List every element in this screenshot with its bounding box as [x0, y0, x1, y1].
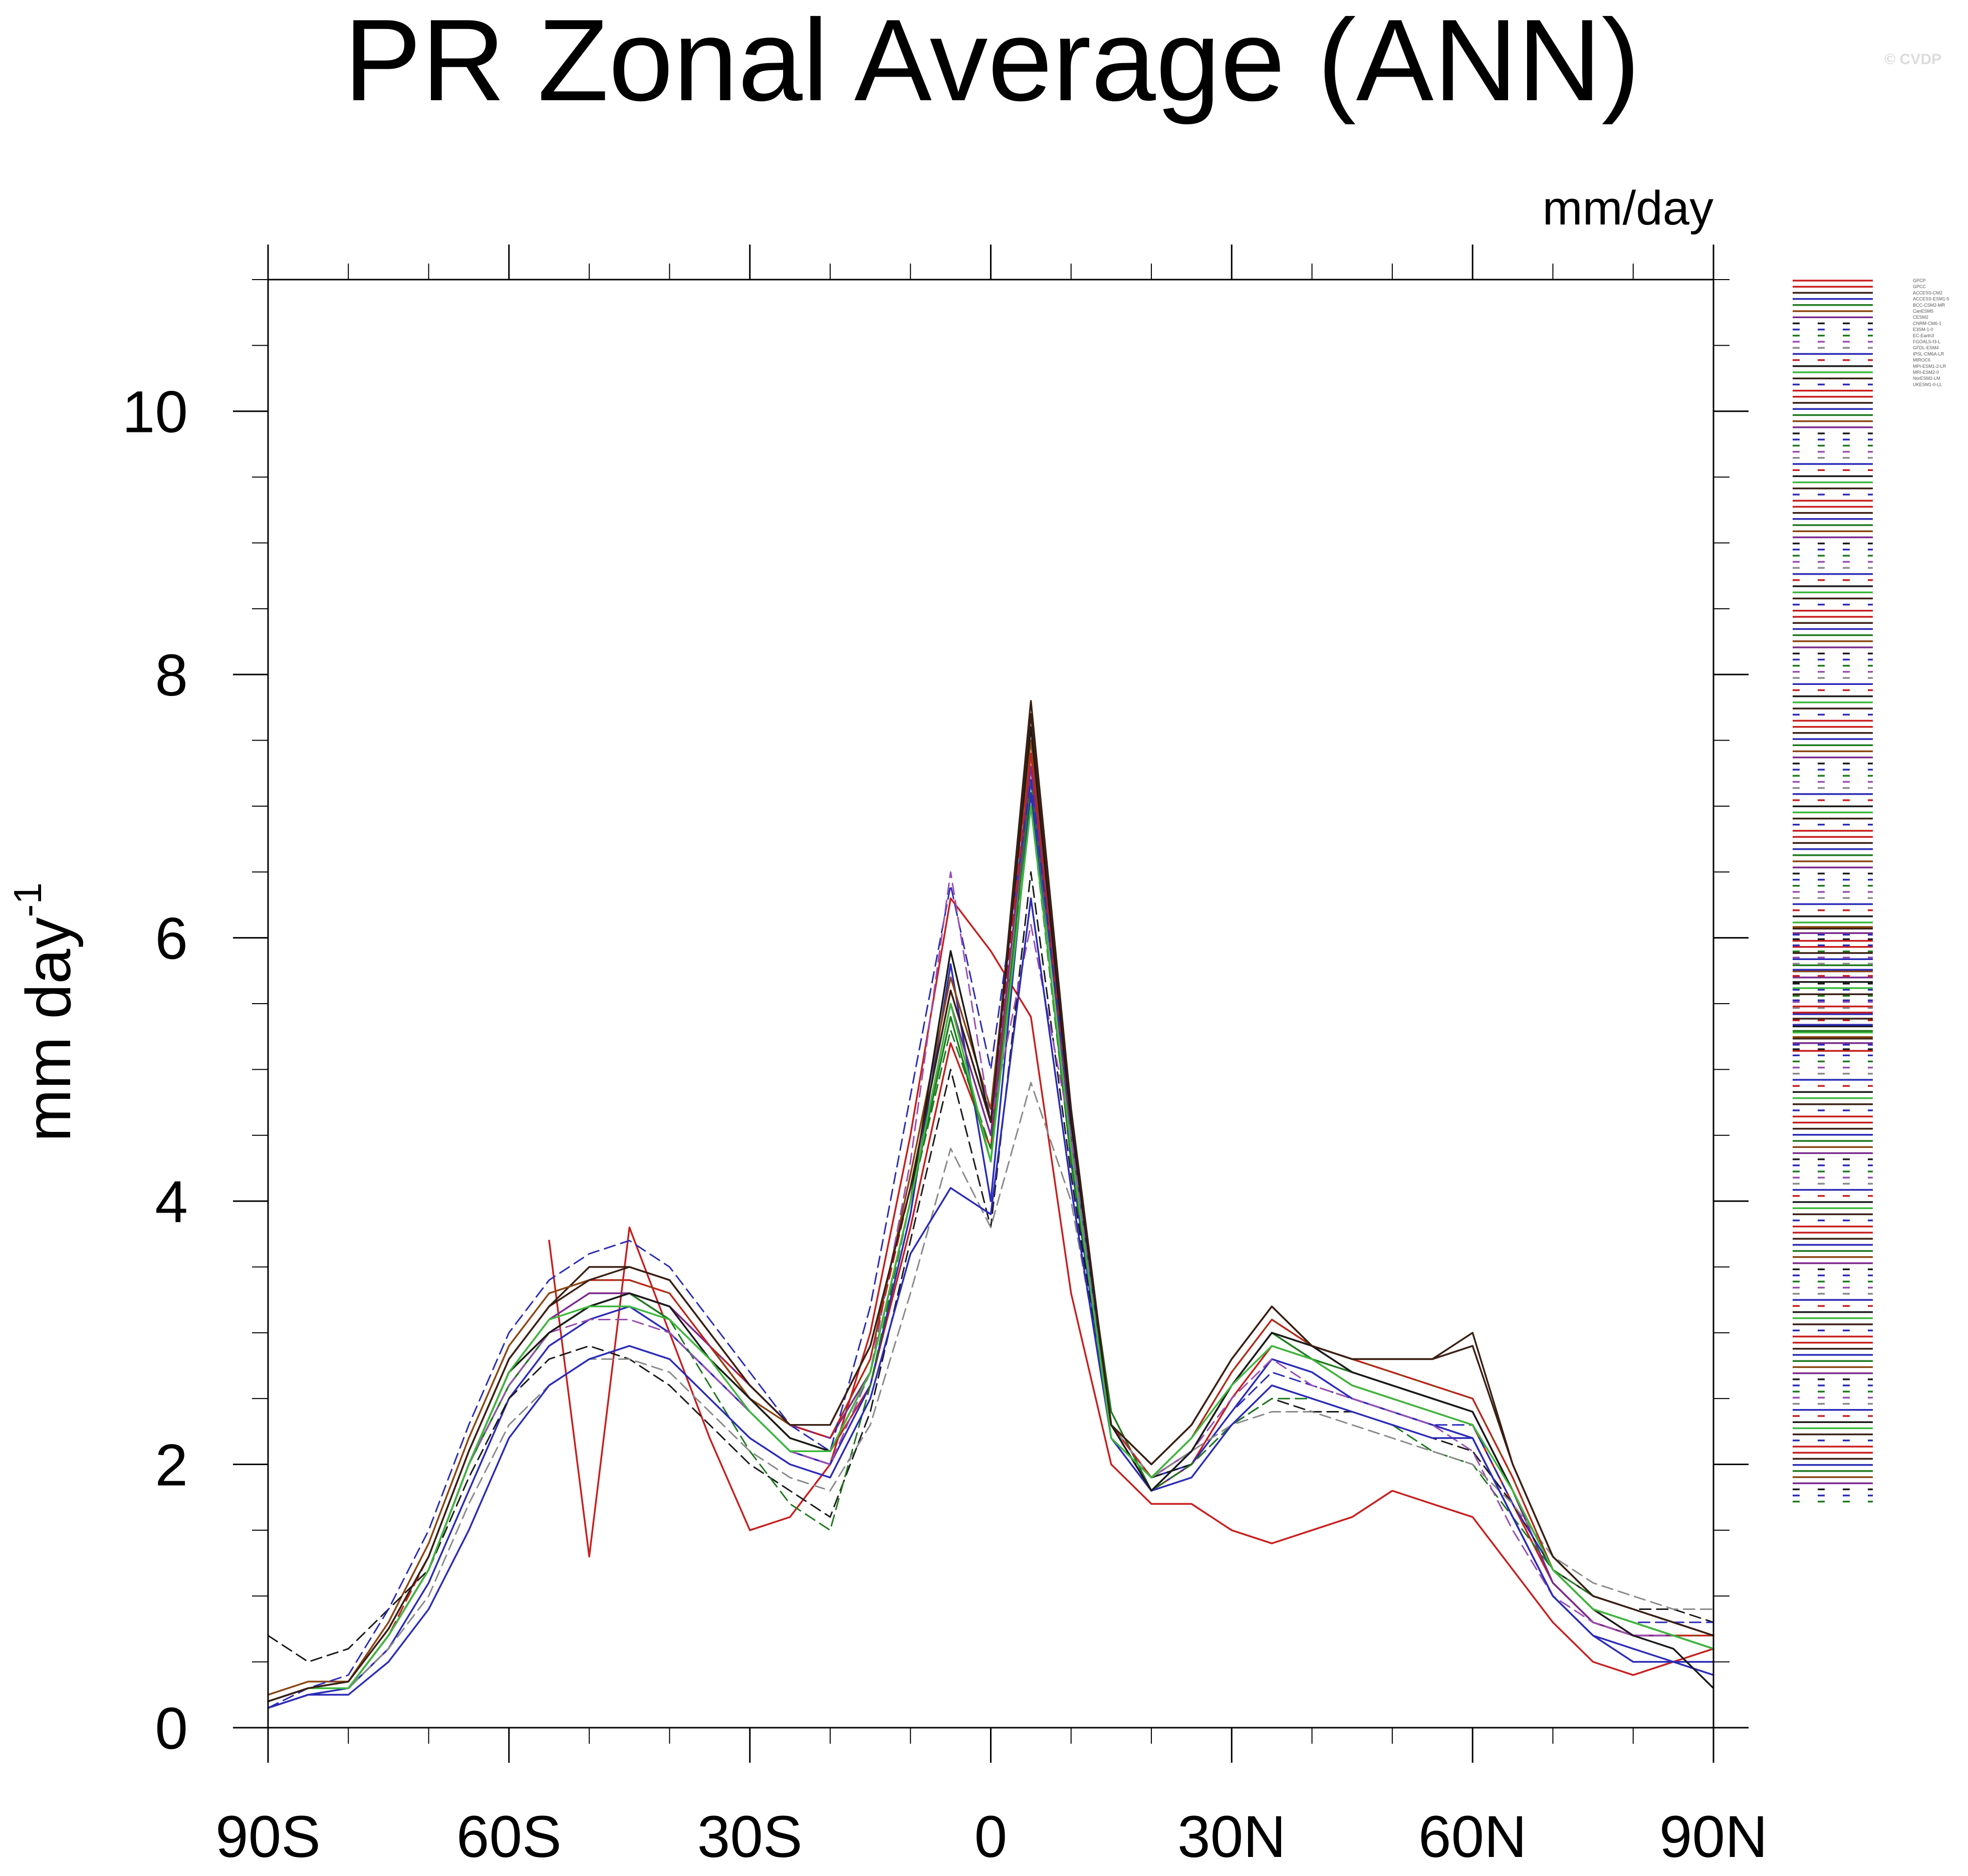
series-line-6 — [267, 766, 1714, 1703]
y-axis-label: mm day-1 — [6, 882, 84, 1141]
y-axis-label-base: mm day — [13, 917, 84, 1142]
legend-entry: GFDL-ESM4 — [1913, 345, 1939, 350]
legend-entry: ACCESS-CM2 — [1913, 290, 1942, 295]
legend-entry: BCC-CSM2-MR — [1913, 303, 1945, 308]
legend-entry: CESM2 — [1913, 315, 1928, 320]
series-line-7 — [267, 871, 1714, 1663]
chart-title: PR Zonal Average (ANN) — [344, 0, 1640, 125]
y-axis-label-exponent: -1 — [6, 882, 50, 917]
units-label: mm/day — [1543, 181, 1713, 235]
x-tick-label: 30S — [697, 1804, 803, 1870]
y-tick-label: 10 — [122, 379, 188, 445]
series-line-4 — [267, 779, 1714, 1703]
x-tick-label: 30N — [1177, 1804, 1286, 1870]
x-tick-label: 90S — [215, 1804, 321, 1870]
series-line-8 — [267, 779, 1714, 1709]
legend-entry: GPCP — [1913, 278, 1926, 283]
legend-entry: IPSL-CM6A-LR — [1913, 351, 1944, 356]
legend-entry: GPCC — [1913, 284, 1926, 289]
series-line-12 — [267, 897, 1714, 1709]
plot-frame — [267, 279, 1714, 1729]
x-tick-label: 60N — [1418, 1804, 1527, 1870]
series-line-9 — [267, 805, 1714, 1702]
series-line-16 — [267, 713, 1714, 1703]
legend-entry: ACCESS-ESM1-5 — [1913, 297, 1949, 302]
legend-entry: MPI-ESM1-2-LR — [1913, 364, 1946, 369]
watermark: © CVDP — [1884, 51, 1941, 68]
series-line-3 — [267, 792, 1714, 1709]
legend-entry: UKESM1-0-LL — [1913, 382, 1942, 387]
legend-entry: CanESM5 — [1913, 309, 1933, 314]
x-axis-ticks: 90S 60S 30S 0 30N 60N 90N — [215, 245, 1768, 1870]
legend-entry: CNRM-CM6-1 — [1913, 321, 1941, 326]
series-line-11 — [267, 1082, 1714, 1702]
series-line-10 — [267, 871, 1714, 1702]
y-tick-label: 4 — [155, 1169, 188, 1235]
legend-entry: EC-Earth3 — [1913, 333, 1934, 338]
legend-entry: MRI-ESM2-0 — [1913, 370, 1939, 375]
legend-entry: E3SM-1-0 — [1913, 327, 1933, 332]
legend-entry: MIROC6 — [1913, 358, 1930, 363]
y-tick-label: 8 — [155, 642, 188, 709]
legend-entry: FGOALS-f3-L — [1913, 339, 1940, 344]
y-tick-label: 2 — [155, 1433, 188, 1499]
series-line-1 — [548, 897, 1714, 1676]
y-tick-label: 0 — [155, 1696, 188, 1762]
y-tick-label: 6 — [155, 906, 188, 972]
plot-lines — [267, 699, 1714, 1729]
series-line-5 — [267, 739, 1714, 1696]
x-tick-label: 60S — [456, 1804, 562, 1870]
series-line-15 — [267, 805, 1714, 1703]
x-tick-label: 90N — [1659, 1804, 1768, 1870]
x-tick-label: 0 — [974, 1804, 1008, 1870]
legend-entry: NorESM2-LM — [1913, 376, 1940, 381]
y-axis-ticks: 0 2 4 6 8 10 — [122, 279, 1749, 1762]
